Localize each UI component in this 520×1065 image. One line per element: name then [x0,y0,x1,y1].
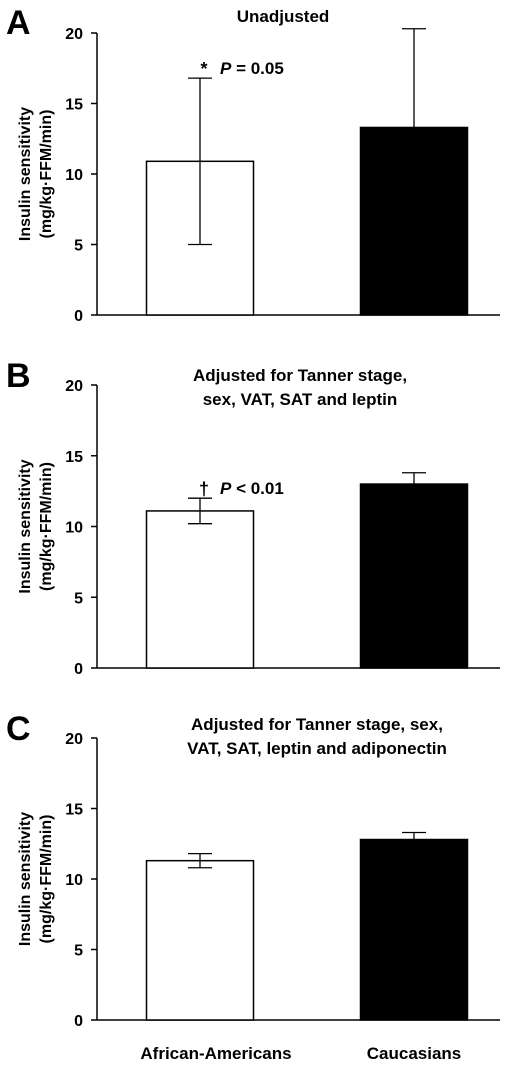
panel-title-line: VAT, SAT, leptin and adiponectin [187,739,447,758]
y-axis-label: (mg/kg·FFM/min) [38,110,55,239]
p-value-label: P < 0.01 [220,479,284,498]
panel-letter: C [6,710,31,748]
y-tick-label: 20 [65,731,83,748]
panel-letter: A [6,4,31,42]
category-label-african-americans: African-Americans [140,1044,291,1063]
y-tick-label: 15 [65,97,83,114]
y-axis-label: (mg/kg·FFM/min) [38,462,55,591]
y-tick-label: 5 [74,943,83,960]
panel-title-line: Adjusted for Tanner stage, sex, [191,715,443,734]
y-tick-label: 10 [65,872,83,889]
bar-caucasians [359,838,469,1021]
chart-panel-a: A Unadjusted Insulin sensitivity (mg/kg·FFM… [6,4,500,325]
significance-mark: * [200,59,207,79]
y-tick-label: 20 [65,378,83,395]
category-labels: African-Americans Caucasians [140,1044,461,1063]
chart-panel-c: C Adjusted for Tanner stage, sex, VAT, SAT… [6,710,500,1030]
y-tick-label: 5 [74,590,83,607]
panel-title-line: Adjusted for Tanner stage, [193,366,407,385]
chart-panel-b: B Adjusted for Tanner stage, sex, VAT, SAT… [6,357,500,678]
panel-title-line: sex, VAT, SAT and leptin [203,390,398,409]
p-value-label: P = 0.05 [220,59,284,78]
y-tick-label: 5 [74,238,83,255]
significance-mark: † [199,479,209,499]
bar-caucasians [359,483,469,669]
bar-african-americans [145,859,255,1021]
bar-african-americans [145,510,255,669]
y-tick-label: 0 [74,1013,83,1030]
y-tick-label: 0 [74,661,83,678]
y-tick-label: 10 [65,520,83,537]
y-tick-label: 20 [65,26,83,43]
y-tick-label: 15 [65,802,83,819]
y-axis-label: Insulin sensitivity [17,812,34,946]
y-axis-label: (mg/kg·FFM/min) [38,815,55,944]
panel-title-line: Unadjusted [237,7,330,26]
category-label-caucasians: Caucasians [367,1044,462,1063]
y-axis-label: Insulin sensitivity [17,107,34,241]
y-axis-label: Insulin sensitivity [17,459,34,593]
y-tick-label: 0 [74,308,83,325]
y-tick-label: 15 [65,449,83,466]
panel-letter: B [6,357,31,395]
bar-caucasians [359,126,469,316]
y-tick-label: 10 [65,167,83,184]
